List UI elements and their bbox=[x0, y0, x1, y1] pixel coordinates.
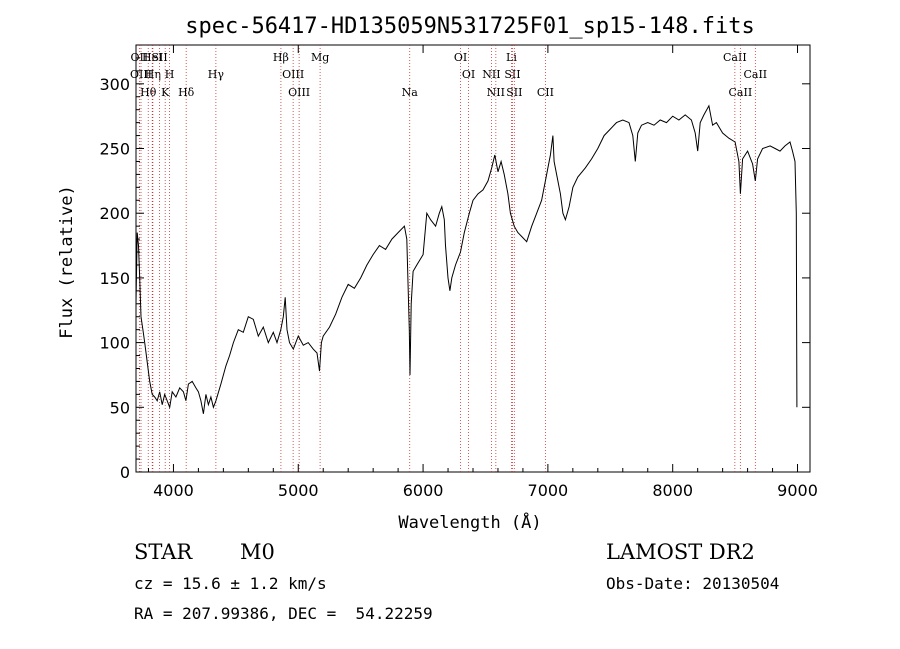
y-tick-label: 100 bbox=[99, 334, 130, 353]
y-tick-label: 150 bbox=[99, 269, 130, 288]
line-label: OIII bbox=[282, 68, 304, 81]
obs-date: Obs-Date: 20130504 bbox=[606, 574, 780, 593]
line-label: NII bbox=[482, 68, 500, 81]
line-label: SII bbox=[504, 68, 520, 81]
line-label: Mg bbox=[311, 51, 329, 64]
line-label: Hη bbox=[145, 68, 161, 81]
y-axis-label: Flux (relative) bbox=[57, 185, 77, 339]
reference-lines: OIIOIIIHθHeIHηKSIIHHδHγHβOIIIOIIIMgNaOIO… bbox=[130, 45, 767, 472]
y-axis: 0 50 100 150 200 250 300 bbox=[99, 57, 810, 482]
line-label: CII bbox=[537, 86, 554, 99]
line-label: SII bbox=[151, 51, 167, 64]
plot-frame bbox=[135, 44, 811, 473]
y-tick-label: 200 bbox=[99, 204, 130, 223]
x-tick-label: 4000 bbox=[153, 481, 194, 500]
line-label: Hγ bbox=[208, 68, 225, 81]
y-tick-label: 250 bbox=[99, 140, 130, 159]
x-tick-label: 9000 bbox=[777, 481, 818, 500]
object-subclass: M0 bbox=[240, 540, 275, 564]
x-axis-label: Wavelength (Å) bbox=[398, 511, 541, 533]
y-tick-label: 300 bbox=[99, 75, 130, 94]
spectrum-line bbox=[135, 104, 798, 414]
line-label: CaII bbox=[723, 51, 747, 64]
line-label: CaII bbox=[743, 68, 767, 81]
line-label: OIII bbox=[288, 86, 310, 99]
line-label: Li bbox=[506, 51, 517, 64]
line-label: OI bbox=[454, 51, 467, 64]
y-tick-label: 50 bbox=[110, 398, 130, 417]
line-label: Na bbox=[402, 86, 419, 99]
x-axis: 4000 5000 6000 7000 8000 9000 bbox=[147, 45, 818, 500]
line-label: CaII bbox=[729, 86, 753, 99]
line-label: OI bbox=[462, 68, 475, 81]
line-label: K bbox=[161, 86, 170, 99]
chart-title: spec-56417-HD135059N531725F01_sp15-148.f… bbox=[185, 14, 755, 39]
line-label: Hδ bbox=[178, 86, 195, 99]
line-label: OIII bbox=[130, 68, 152, 81]
object-class: STAR bbox=[134, 540, 193, 564]
x-tick-label: 6000 bbox=[403, 481, 444, 500]
coordinates: RA = 207.99386, DEC = 54.22259 bbox=[134, 604, 433, 623]
x-tick-label: 8000 bbox=[652, 481, 693, 500]
line-label: SII bbox=[506, 86, 522, 99]
x-tick-label: 7000 bbox=[528, 481, 569, 500]
line-label: H bbox=[165, 68, 175, 81]
line-label: HeI bbox=[142, 51, 162, 64]
line-label: NII bbox=[487, 86, 505, 99]
x-tick-label: 5000 bbox=[278, 481, 319, 500]
line-label: Hθ bbox=[140, 86, 157, 99]
line-label: Hβ bbox=[273, 51, 289, 64]
redshift-value: cz = 15.6 ± 1.2 km/s bbox=[134, 574, 327, 593]
survey-name: LAMOST DR2 bbox=[606, 540, 755, 564]
y-tick-label: 0 bbox=[120, 463, 130, 482]
